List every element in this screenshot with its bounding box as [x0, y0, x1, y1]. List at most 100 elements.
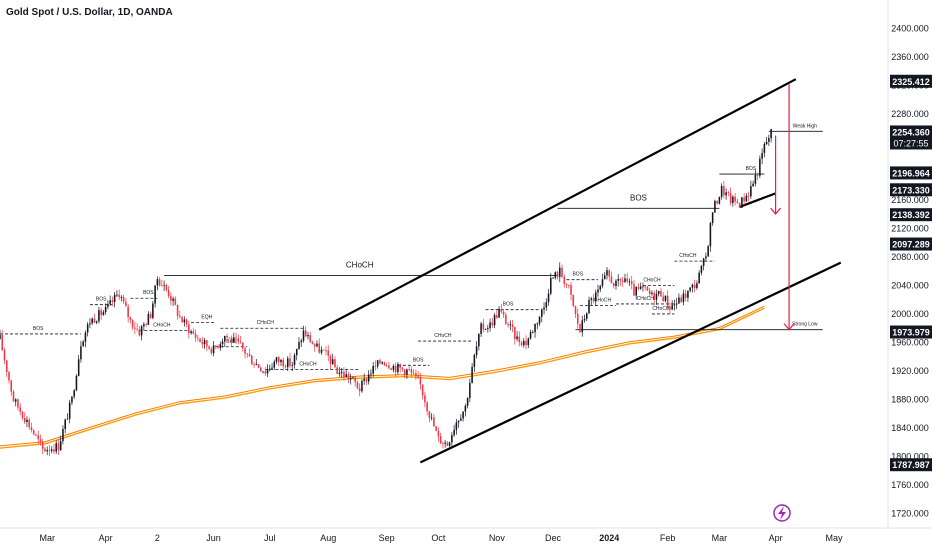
candle-body [48, 450, 51, 451]
candle-body [138, 329, 141, 336]
candle-body [678, 297, 680, 304]
candle-body [345, 374, 347, 378]
candle-body [606, 270, 608, 276]
candle-body [68, 402, 71, 419]
candle-body [3, 350, 6, 361]
candle-body [259, 367, 262, 372]
candle-body [446, 442, 449, 446]
candle-body [527, 338, 530, 346]
candle-body [237, 338, 240, 342]
candle-body [215, 345, 217, 347]
candle-body [567, 284, 570, 286]
candle-body [199, 338, 201, 343]
candle-body [352, 377, 354, 379]
candle-body [62, 428, 64, 442]
candle-body [26, 419, 28, 422]
candle-body [95, 321, 98, 323]
candle-body [343, 371, 345, 378]
candle-body [428, 411, 431, 418]
x-tick-label: Sep [379, 533, 395, 543]
candle-body [514, 326, 516, 340]
candle-body [651, 292, 653, 295]
candle-body [127, 306, 129, 318]
candle-body [154, 285, 156, 304]
candle-body [185, 319, 188, 325]
candle-body [574, 305, 577, 314]
candle-body [561, 267, 563, 277]
candle-body [307, 335, 309, 337]
candle-body [617, 278, 620, 281]
candle-body [599, 285, 602, 290]
candle-body [464, 405, 467, 412]
candle-body [693, 284, 696, 289]
structure-label: BOS [503, 302, 514, 308]
candle-body [448, 442, 451, 446]
candle-body [271, 367, 273, 369]
candle-body [655, 293, 658, 300]
candle-body [277, 357, 280, 363]
candle-body [473, 354, 476, 367]
structure-label: CHoCH [637, 296, 655, 302]
candle-body [86, 324, 89, 333]
candle-body [235, 337, 237, 339]
candle-body [549, 277, 552, 294]
structure-label: BOS [572, 272, 583, 278]
candle-body [147, 314, 150, 325]
candle-body [664, 295, 667, 301]
candle-body [134, 327, 136, 329]
candle-body [212, 345, 215, 354]
y-tick-label: 2280.000 [891, 109, 929, 119]
candle-body [624, 278, 626, 282]
candle-body [518, 336, 521, 343]
candle-body [491, 322, 494, 326]
candle-body [224, 335, 226, 342]
candle-body [318, 343, 321, 353]
candle-body [451, 435, 453, 443]
candle-body [388, 365, 390, 369]
x-tick-label: 2024 [599, 533, 619, 543]
candle-body [768, 138, 770, 142]
candle-body [64, 419, 66, 429]
candle-body [736, 201, 739, 204]
candle-body [109, 300, 111, 304]
structure-label: CHoCH [679, 253, 697, 259]
lightning-icon[interactable] [773, 504, 791, 522]
candle-body [545, 302, 548, 308]
candle-body [136, 328, 138, 330]
candle-body [500, 308, 503, 312]
price-tag-label: 2138.392 [892, 210, 930, 220]
candle-body [741, 197, 743, 208]
candle-body [729, 192, 732, 204]
candle-body [316, 343, 318, 347]
candle-body [408, 369, 410, 371]
candle-body [770, 129, 772, 139]
candle-body [304, 330, 307, 337]
arrow-head [783, 323, 795, 331]
candle-body [570, 285, 572, 295]
candle-body [89, 323, 91, 325]
price-tag-label: 2097.289 [892, 240, 930, 250]
candle-body [648, 290, 651, 295]
candle-body [397, 364, 399, 373]
candle-body [170, 295, 172, 301]
candle-body [255, 364, 258, 366]
candle-body [129, 317, 132, 320]
candle-body [361, 380, 363, 392]
x-tick-label: Mar [712, 533, 728, 543]
candle-body [347, 374, 350, 380]
candle-body [698, 272, 700, 284]
y-tick-label: 1800.000 [891, 452, 929, 462]
candle-body [322, 349, 325, 351]
candle-body [286, 358, 289, 368]
candle-body [14, 399, 17, 402]
candle-body [583, 318, 586, 321]
candle-body [507, 324, 509, 326]
candle-body [374, 366, 377, 367]
price-tag [890, 208, 932, 222]
structure-label: CHoCH [643, 277, 661, 283]
candle-body [666, 295, 669, 307]
candle-body [590, 298, 593, 300]
candle-body [201, 342, 204, 345]
